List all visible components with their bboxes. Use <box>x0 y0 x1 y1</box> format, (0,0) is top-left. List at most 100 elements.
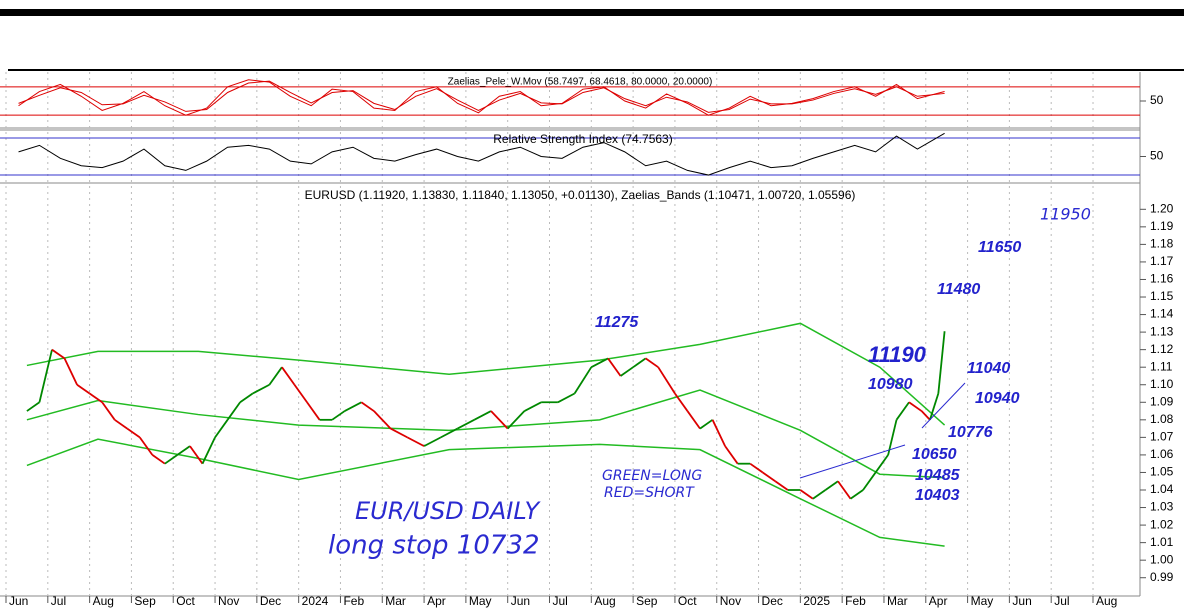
price-segment <box>887 419 898 456</box>
x-tick-label: Mar <box>887 594 908 608</box>
band-line <box>26 322 946 426</box>
price-segment <box>524 401 542 412</box>
x-tick-label: Jul <box>1054 594 1069 608</box>
price-segment <box>268 366 283 386</box>
annotation: 11275 <box>595 314 639 331</box>
annotation: 10650 <box>912 446 957 463</box>
y-tick-label: 1.02 <box>1150 517 1174 531</box>
x-tick-label: Sep <box>636 594 658 608</box>
x-tick-label: Oct <box>678 594 697 608</box>
annotation: 11480 <box>937 281 980 298</box>
price-segment <box>749 462 764 474</box>
y-tick-label: 0.99 <box>1150 570 1174 584</box>
price-segment <box>632 357 647 368</box>
y-tick-label: 1.18 <box>1150 237 1174 251</box>
trendline <box>799 444 906 479</box>
y-tick-label: 50 <box>1150 149 1164 163</box>
x-tick-label: Feb <box>845 594 866 608</box>
y-tick-label: 1.13 <box>1150 324 1174 338</box>
price-segment <box>799 489 814 500</box>
trendline <box>921 382 966 429</box>
price-segment <box>724 445 739 465</box>
annotation: 11040 <box>967 360 1010 377</box>
x-tick-label: Aug <box>594 594 615 608</box>
price-segment <box>214 419 229 438</box>
price-segment <box>920 410 931 421</box>
y-tick-label: 1.15 <box>1150 289 1174 303</box>
x-tick-label: Aug <box>93 594 114 608</box>
price-segment <box>862 471 877 491</box>
y-tick-label: 1.12 <box>1150 342 1174 356</box>
price-segment <box>239 392 254 404</box>
price-segment <box>674 392 689 412</box>
annotation: 10485 <box>915 467 961 484</box>
price-segment <box>473 410 492 421</box>
price-segment <box>895 401 910 421</box>
price-segment <box>164 454 178 465</box>
y-tick-label: 1.07 <box>1150 430 1174 444</box>
price-segment <box>607 357 622 377</box>
y-tick-label: 1.20 <box>1150 201 1174 215</box>
x-tick-label: May <box>971 594 994 608</box>
x-tick-label: Dec <box>260 594 281 608</box>
y-tick-label: 1.14 <box>1150 307 1174 321</box>
indicator-line <box>18 80 945 113</box>
price-segment <box>139 436 154 456</box>
price-segment <box>331 410 346 421</box>
price-segment <box>126 427 141 439</box>
price-segment <box>101 401 116 421</box>
price-segment <box>490 410 509 430</box>
plot: Jun Jul Aug Sep Oct Nov Dec 2024 Feb Mar Apr May Jun… <box>0 72 1174 608</box>
y-tick-label: 1.17 <box>1150 254 1174 268</box>
price-segment <box>590 357 609 368</box>
x-tick-label: Jun <box>511 594 530 608</box>
price-segment <box>440 427 458 439</box>
price-segment <box>620 366 634 377</box>
x-tick-label: Dec <box>762 594 783 608</box>
y-tick-label: 50 <box>1150 93 1164 107</box>
price-segment <box>507 410 526 430</box>
price-segment <box>390 427 408 439</box>
price-segment <box>151 454 166 465</box>
y-tick-label: 1.06 <box>1150 447 1174 461</box>
price-segment <box>189 445 204 465</box>
price-segment <box>89 392 103 404</box>
x-tick-label: Nov <box>720 594 741 608</box>
annotation: 10403 <box>915 487 960 504</box>
price-segment <box>457 419 475 430</box>
annotation: RED=SHORT <box>604 485 695 501</box>
annotation: 11190 <box>868 342 927 367</box>
y-tick-label: 1.19 <box>1150 219 1174 233</box>
main-title: EURUSD (1.11920, 1.13830, 1.11840, 1.130… <box>305 188 856 202</box>
price-segment <box>226 401 241 421</box>
annotation: 11950 <box>1040 205 1091 224</box>
top-bar <box>0 9 1184 16</box>
price-segment <box>557 392 576 404</box>
y-tick-label: 1.16 <box>1150 272 1174 286</box>
price-segment <box>373 410 392 430</box>
price-segment <box>76 383 91 395</box>
price-segment <box>293 384 308 403</box>
x-tick-label: Mar <box>385 594 406 608</box>
y-tick-label: 1.05 <box>1150 465 1174 479</box>
annotation: 11650 <box>978 239 1021 256</box>
x-tick-label: Nov <box>218 594 239 608</box>
price-segment <box>114 419 128 430</box>
x-tick-label: 2025 <box>803 594 830 608</box>
x-tick-label: Jun <box>1012 594 1031 608</box>
x-tick-label: Sep <box>134 594 156 608</box>
price-segment <box>406 436 425 447</box>
price-segment <box>686 410 701 430</box>
y-tick-label: 1.10 <box>1150 377 1174 391</box>
price-segment <box>201 436 216 465</box>
x-tick-label: Jun <box>9 594 28 608</box>
y-tick-label: 1.00 <box>1150 552 1174 566</box>
price-segment <box>573 366 593 394</box>
x-tick-label: Aug <box>1096 594 1117 608</box>
price-segment <box>774 480 789 491</box>
y-tick-label: 1.04 <box>1150 482 1174 496</box>
band-line <box>26 389 945 479</box>
price-segment <box>657 366 676 394</box>
price-segment <box>824 480 839 491</box>
